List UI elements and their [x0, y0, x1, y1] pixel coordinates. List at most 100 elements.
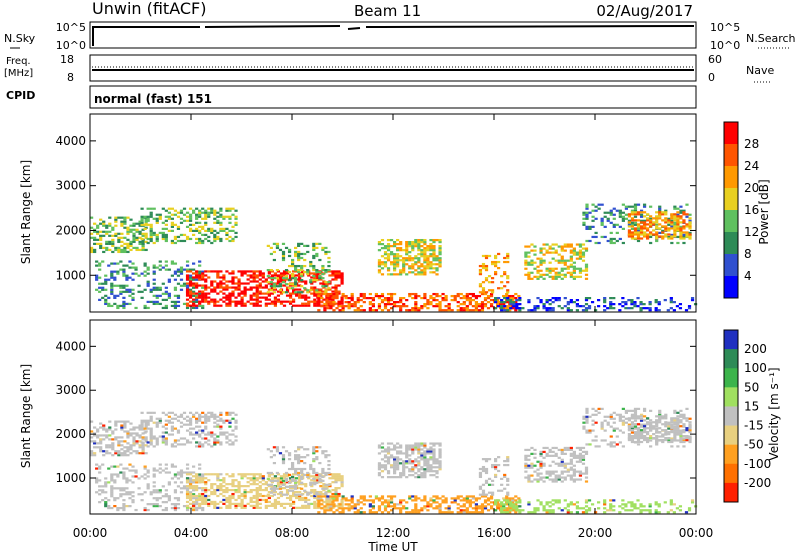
velocity-cell: [386, 495, 391, 498]
power-cell: [110, 272, 114, 275]
velocity-cell: [340, 502, 344, 506]
velocity-cell: [386, 462, 391, 465]
power-cell: [639, 215, 644, 218]
velocity-cell: [213, 506, 217, 509]
velocity-cell: [179, 437, 184, 440]
power-cell: [318, 275, 322, 278]
velocity-cell: [426, 470, 430, 473]
power-cell: [216, 282, 220, 285]
velocity-cell: [173, 491, 178, 494]
velocity-cell: [225, 488, 229, 492]
power-cell: [530, 243, 534, 246]
velocity-cell: [275, 479, 280, 482]
power-cell: [207, 213, 211, 216]
velocity-cell: [188, 502, 193, 506]
velocity-cell: [591, 439, 595, 442]
velocity-cell: [270, 494, 274, 498]
power-cell: [155, 296, 159, 299]
velocity-cell: [309, 483, 313, 486]
velocity-cell: [468, 495, 472, 498]
power-cell: [569, 249, 573, 252]
velocity-cell: [137, 477, 141, 480]
power-cell: [329, 301, 333, 304]
velocity-cell: [111, 432, 115, 435]
velocity-cell: [198, 498, 202, 502]
power-cell: [93, 230, 97, 233]
velocity-cell: [170, 429, 174, 432]
power-cell: [334, 286, 338, 289]
velocity-cell: [478, 487, 483, 490]
velocity-cell: [152, 445, 156, 448]
power-cell: [240, 300, 244, 303]
power-cell: [420, 296, 424, 300]
velocity-cell: [554, 480, 558, 483]
power-cell: [405, 305, 409, 308]
velocity-cell: [474, 505, 479, 508]
velocity-cell: [120, 436, 124, 439]
power-cell: [269, 246, 273, 250]
velocity-cell: [246, 473, 250, 476]
velocity-cell: [386, 446, 391, 449]
velocity-cell: [111, 454, 115, 457]
power-cell: [129, 224, 133, 227]
velocity-cell: [170, 503, 174, 506]
velocity-cell: [294, 469, 298, 473]
power-cell: [120, 248, 124, 252]
velocity-cell: [234, 488, 238, 492]
power-cell: [321, 248, 325, 252]
power-cell: [98, 264, 102, 267]
velocity-cell: [297, 446, 301, 449]
velocity-cell: [207, 431, 211, 434]
velocity-cell: [371, 501, 375, 504]
power-cell: [298, 304, 302, 307]
power-cell: [356, 307, 360, 310]
velocity-cell: [179, 421, 184, 424]
power-cell: [167, 215, 171, 218]
velocity-cell: [123, 452, 127, 455]
power-cell: [649, 235, 653, 239]
colorbar-tick: 8: [744, 247, 752, 261]
power-cell: [152, 231, 156, 235]
velocity-cell: [313, 479, 317, 482]
power-cell: [429, 247, 433, 250]
velocity-cell: [478, 493, 483, 496]
power-cell: [411, 307, 415, 310]
power-cell: [420, 273, 424, 276]
power-cell: [192, 268, 196, 271]
velocity-cell: [96, 434, 100, 437]
velocity-cell: [292, 500, 296, 504]
velocity-cell: [316, 479, 320, 482]
power-cell: [131, 262, 135, 265]
power-cell: [315, 254, 319, 258]
velocity-cell: [618, 429, 622, 432]
velocity-cell: [98, 493, 102, 496]
power-cell: [219, 227, 223, 230]
velocity-cell: [198, 475, 202, 478]
power-cell: [303, 258, 307, 262]
power-cell: [146, 282, 150, 285]
velocity-cell: [377, 472, 382, 475]
velocity-cell: [155, 499, 159, 502]
power-cell: [484, 266, 489, 270]
velocity-cell: [312, 481, 316, 484]
velocity-cell: [423, 495, 427, 498]
velocity-cell: [158, 497, 162, 500]
velocity-cell: [329, 503, 333, 506]
power-cell: [399, 255, 403, 258]
velocity-cell: [405, 476, 409, 479]
velocity-cell: [317, 505, 321, 508]
power-cell: [581, 309, 586, 312]
power-cell: [676, 211, 680, 214]
velocity-cell: [414, 466, 418, 469]
power-cell: [569, 251, 573, 254]
power-cell: [204, 274, 208, 277]
power-cell: [633, 205, 638, 208]
power-cell: [329, 305, 333, 308]
velocity-cell: [530, 452, 534, 455]
velocity-cell: [317, 495, 321, 498]
velocity-cell: [486, 499, 491, 502]
velocity-cell: [149, 419, 153, 422]
power-cell: [609, 237, 613, 241]
power-cell: [539, 251, 543, 254]
velocity-cell: [462, 511, 466, 514]
